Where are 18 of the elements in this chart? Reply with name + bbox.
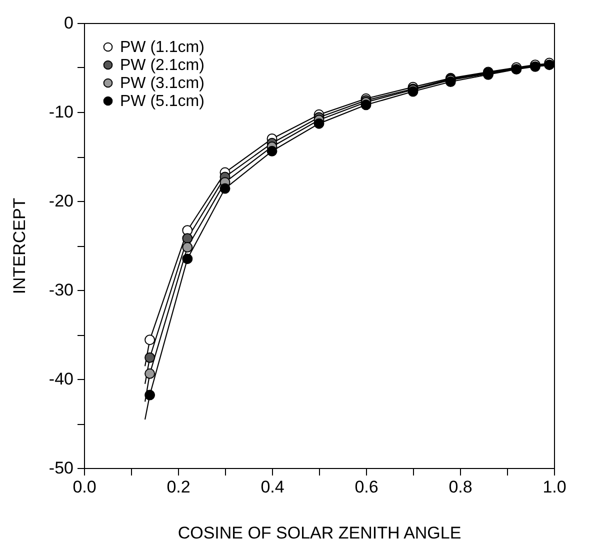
x-tick-label: 0.2 (166, 478, 190, 496)
y-axis-title: INTERCEPT (10, 198, 29, 294)
legend-label: PW (5.1cm) (120, 93, 204, 110)
x-axis-title: COSINE OF SOLAR ZENITH ANGLE (178, 524, 462, 542)
y-tick-label: -30 (48, 280, 74, 300)
y-tick-label: -40 (48, 370, 74, 388)
legend-label: PW (1.1cm) (120, 39, 204, 56)
y-tick-label: -20 (48, 192, 74, 210)
x-tick-label: 0.6 (354, 478, 378, 496)
y-tick-label: -50 (48, 458, 74, 478)
legend-label: PW (3.1cm) (120, 75, 204, 92)
y-tick-label: -10 (48, 102, 74, 122)
legend-label: PW (2.1cm) (120, 57, 204, 74)
x-tick-label: 0.0 (72, 478, 96, 496)
x-tick-label: 0.4 (260, 478, 284, 496)
x-tick-label: 0.8 (448, 478, 472, 496)
x-tick-label: 1.0 (542, 478, 566, 496)
y-tick-label: 0 (64, 14, 74, 32)
